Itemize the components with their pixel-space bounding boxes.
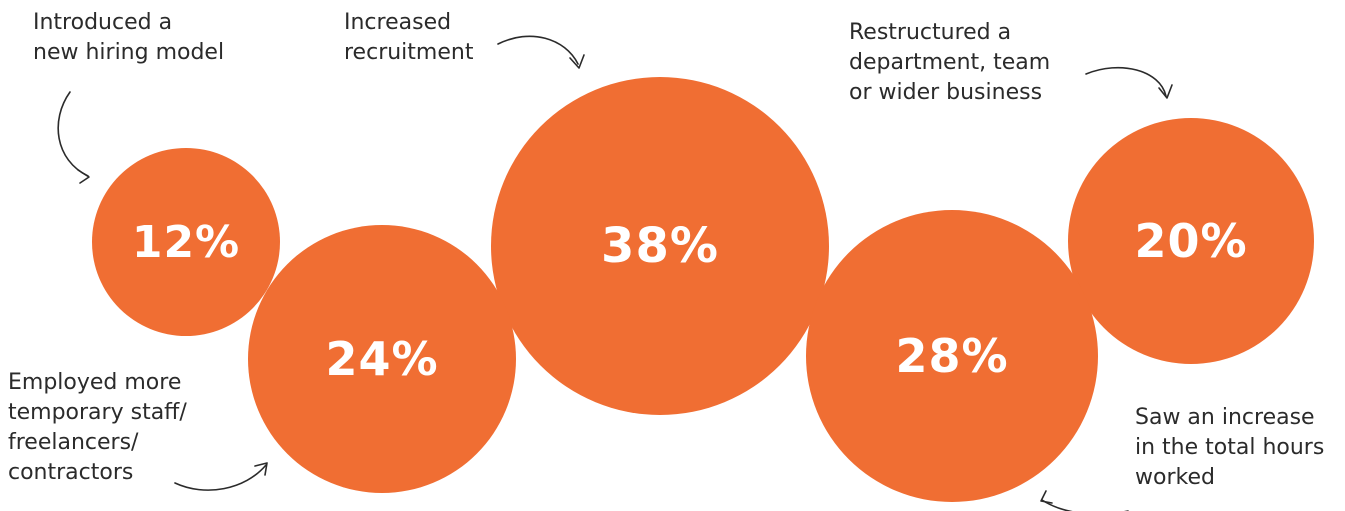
- bubble-increased-recruitment: 38%: [491, 77, 829, 415]
- label-increased-recruitment: Increased recruitment: [344, 10, 474, 65]
- label-new-hiring-model: Introduced a new hiring model: [33, 10, 225, 65]
- bubble-temporary-staff: 24%: [248, 225, 516, 493]
- label-total-hours: Saw an increase in the total hours worke…: [1135, 405, 1325, 490]
- arrow-increased-recruitment: [497, 35, 585, 69]
- bubble-total-hours: 28%: [806, 210, 1098, 502]
- arrow-new-hiring-model: [57, 91, 90, 184]
- label-temporary-staff: Employed more temporary staff/ freelance…: [8, 370, 187, 485]
- bubble-restructured: 20%: [1068, 118, 1314, 364]
- arrow-temporary-staff: [174, 462, 268, 491]
- arrow-total-hours: [1040, 490, 1129, 511]
- bubble-new-hiring-model: 12%: [92, 148, 280, 336]
- label-restructured: Restructured a department, team or wider…: [849, 20, 1051, 105]
- arrow-restructured: [1085, 66, 1173, 99]
